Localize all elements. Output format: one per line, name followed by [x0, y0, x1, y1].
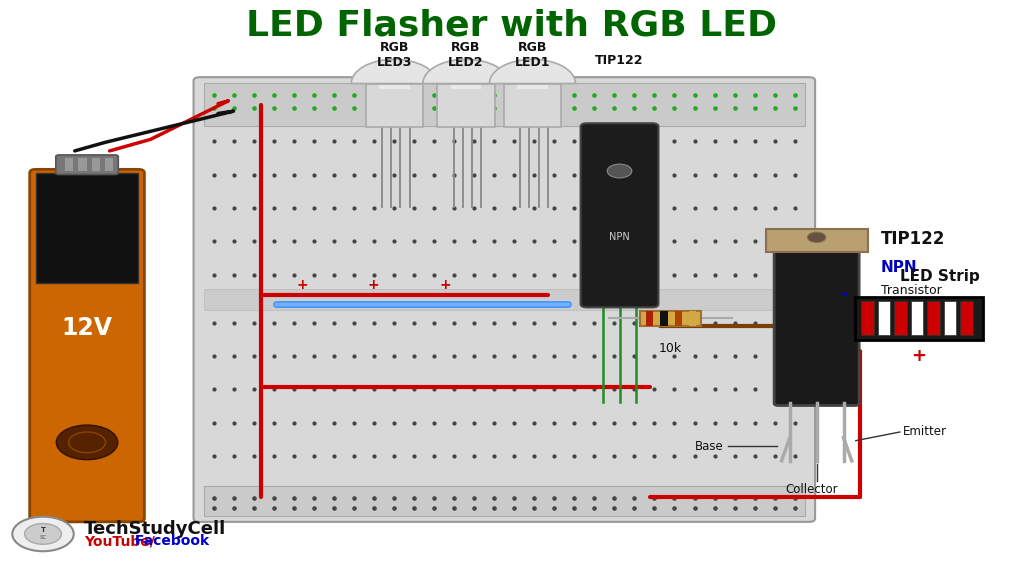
Text: RGB
LED1: RGB LED1 — [515, 41, 550, 69]
Text: NPN: NPN — [609, 232, 630, 241]
Text: YouTube/: YouTube/ — [84, 535, 155, 548]
Wedge shape — [423, 59, 509, 84]
Text: +: + — [368, 278, 380, 292]
Bar — [878, 301, 890, 335]
Text: LED Strip: LED Strip — [900, 269, 979, 284]
Text: TIP122: TIP122 — [595, 54, 644, 67]
Wedge shape — [351, 59, 437, 84]
Text: SC: SC — [39, 535, 47, 540]
Text: Facebook: Facebook — [130, 535, 209, 548]
FancyBboxPatch shape — [30, 169, 144, 522]
Text: LED Flasher with RGB LED: LED Flasher with RGB LED — [247, 9, 777, 43]
Text: TIP122: TIP122 — [881, 230, 945, 248]
Bar — [36, 173, 138, 283]
Bar — [204, 486, 805, 516]
Text: Base: Base — [694, 440, 723, 453]
Bar — [910, 301, 924, 335]
Text: RGB
LED3: RGB LED3 — [377, 41, 412, 69]
Text: RGB
LED2: RGB LED2 — [449, 41, 483, 69]
FancyBboxPatch shape — [194, 77, 815, 522]
Bar — [855, 297, 983, 340]
FancyBboxPatch shape — [774, 240, 859, 406]
Text: Collector: Collector — [785, 483, 838, 496]
Bar — [204, 83, 805, 126]
Text: NPN: NPN — [881, 260, 918, 275]
Text: +: + — [296, 278, 308, 292]
Bar — [66, 158, 74, 171]
Wedge shape — [489, 59, 575, 84]
Bar — [204, 289, 805, 310]
FancyBboxPatch shape — [55, 155, 119, 175]
Bar — [766, 229, 868, 252]
Bar — [944, 301, 956, 335]
Text: 10k: 10k — [659, 342, 682, 355]
Bar — [517, 85, 548, 89]
Text: -: - — [841, 285, 849, 303]
Text: Emitter: Emitter — [903, 425, 947, 438]
Text: +: + — [911, 347, 927, 365]
Text: T: T — [41, 527, 45, 533]
Bar — [366, 84, 423, 127]
Circle shape — [56, 425, 118, 460]
Circle shape — [25, 524, 61, 544]
Bar — [894, 301, 906, 335]
Bar — [861, 301, 873, 335]
FancyBboxPatch shape — [581, 123, 658, 308]
Bar — [437, 84, 495, 127]
Text: TechStudyCell: TechStudyCell — [84, 520, 226, 538]
Bar — [105, 158, 114, 171]
Text: +: + — [439, 278, 452, 292]
Circle shape — [807, 232, 825, 242]
Bar — [504, 84, 561, 127]
Bar — [640, 311, 701, 326]
Bar — [675, 311, 682, 326]
Circle shape — [12, 517, 74, 551]
Text: 12V: 12V — [61, 316, 113, 340]
Bar — [379, 85, 410, 89]
Text: Transistor: Transistor — [881, 285, 941, 297]
Circle shape — [607, 164, 632, 178]
Bar — [646, 311, 653, 326]
Bar — [78, 158, 86, 171]
Bar — [961, 301, 973, 335]
Bar — [689, 311, 696, 326]
Bar — [660, 311, 668, 326]
Bar — [451, 85, 481, 89]
Bar — [92, 158, 100, 171]
Bar — [928, 301, 940, 335]
